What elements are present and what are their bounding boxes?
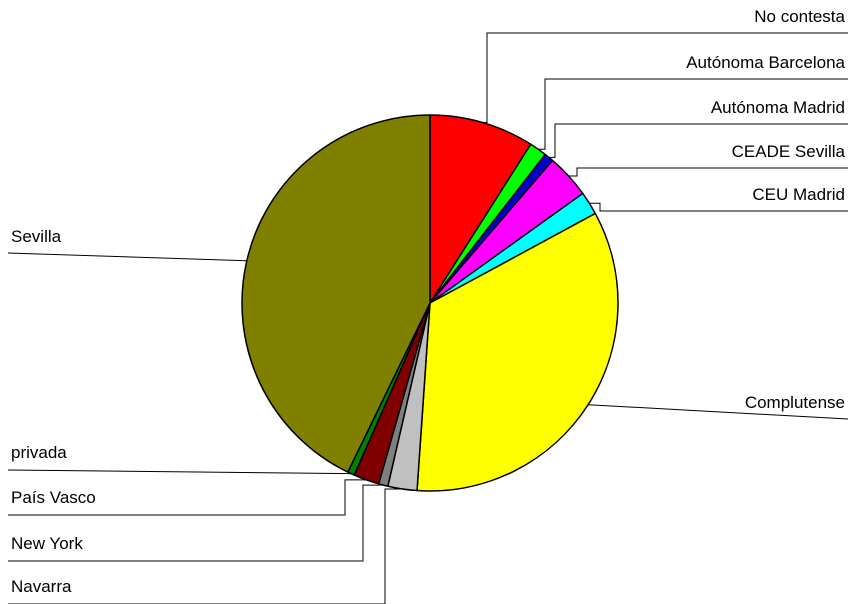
leader-line-privada: [7, 469, 352, 475]
leader-line-navarra: [8, 488, 403, 604]
slice-label-autonoma-barcelona: Autónoma Barcelona: [686, 53, 845, 72]
pie-slice-sevilla: [241, 114, 431, 473]
leader-line-autonoma-madrid: [548, 123, 848, 158]
slice-label-privada: privada: [11, 443, 67, 462]
leader-line-ceu-madrid: [589, 202, 848, 212]
pie-slice-complutense: [416, 212, 619, 492]
pie-slices: [241, 114, 619, 492]
slice-label-pais-vasco: País Vasco: [11, 488, 96, 507]
slice-label-no-contesta: No contesta: [754, 7, 845, 26]
slice-label-complutense: Complutense: [745, 393, 845, 412]
leader-line-complutense: [588, 404, 848, 420]
slice-label-new-york: New York: [11, 534, 83, 553]
leader-line-ceade-sevilla: [568, 167, 848, 177]
slice-label-navarra: Navarra: [11, 577, 72, 596]
pie-slice-no-contesta: [429, 114, 532, 304]
slice-label-sevilla: Sevilla: [11, 227, 62, 246]
slice-label-ceu-madrid: CEU Madrid: [752, 185, 845, 204]
leader-line-autonoma-barcelona: [538, 78, 848, 150]
leader-line-sevilla: [7, 252, 247, 262]
leader-line-pais-vasco: [8, 479, 367, 516]
slice-label-ceade-sevilla: CEADE Sevilla: [732, 142, 846, 161]
leader-lines: [7, 32, 848, 604]
leader-line-no-contesta: [482, 32, 848, 123]
leader-line-new-york: [8, 484, 384, 562]
slice-labels: No contesta Autónoma Barcelona Autónoma Ma…: [11, 7, 846, 596]
slice-label-autonoma-madrid: Autónoma Madrid: [711, 98, 845, 117]
